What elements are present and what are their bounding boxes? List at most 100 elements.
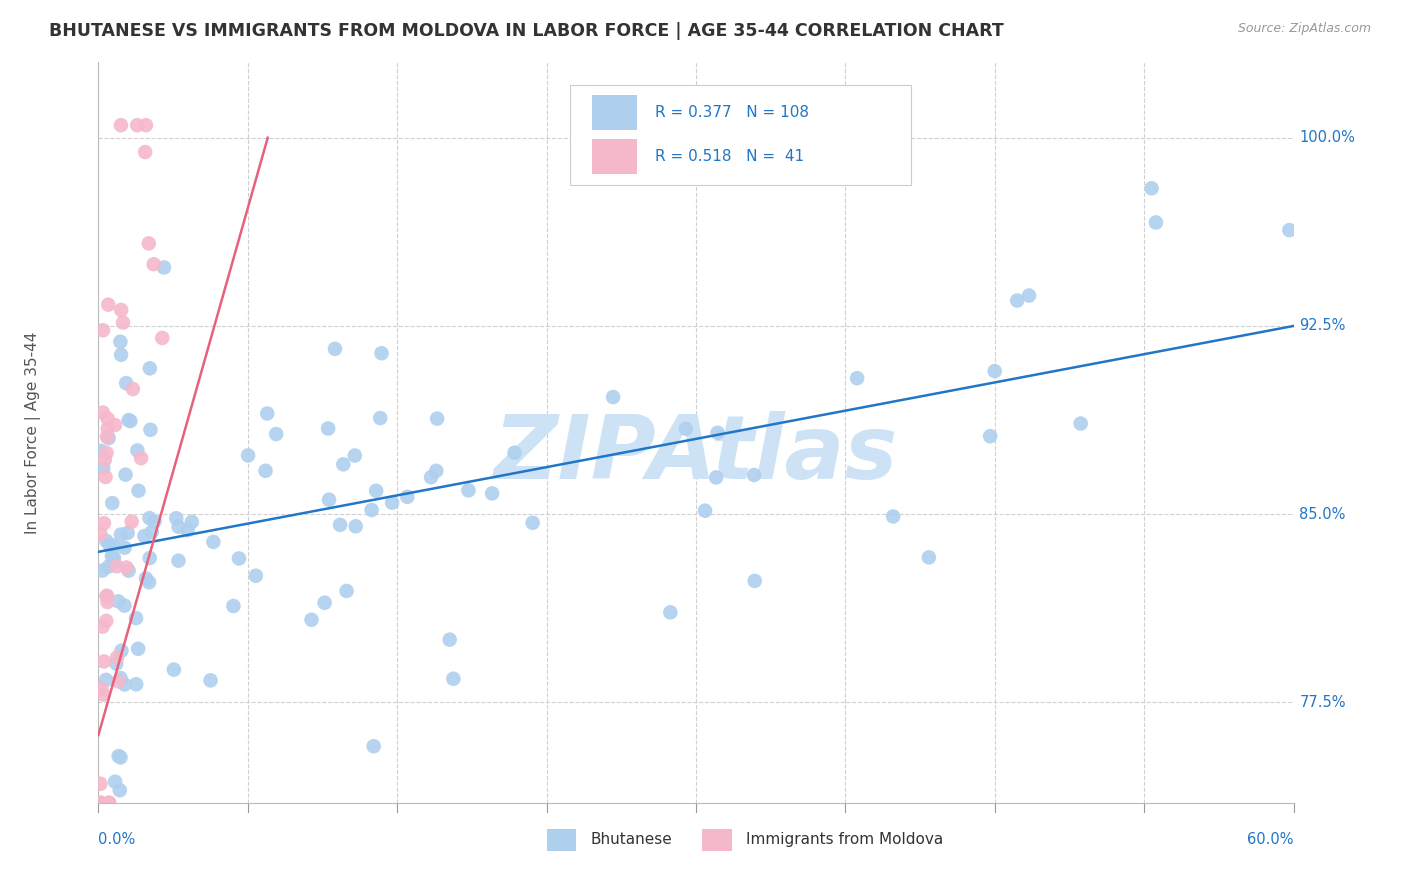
Point <box>105 657 128 671</box>
Text: R = 0.377   N = 108: R = 0.377 N = 108 <box>655 105 810 120</box>
Point <box>91 688 114 702</box>
Point <box>94 452 117 467</box>
Text: Bhutanese: Bhutanese <box>591 832 672 847</box>
Point <box>368 411 391 425</box>
Point <box>370 346 392 360</box>
Point <box>846 371 869 385</box>
Bar <box>547 829 576 851</box>
Point <box>97 796 120 810</box>
Point <box>107 674 129 689</box>
Point <box>420 470 443 484</box>
Text: 85.0%: 85.0% <box>1299 507 1346 522</box>
Point <box>396 490 419 504</box>
Point <box>481 486 503 500</box>
Point <box>96 446 118 460</box>
Point <box>135 118 157 132</box>
Point <box>744 574 766 588</box>
Point <box>200 673 222 688</box>
Point <box>918 550 941 565</box>
Point <box>139 551 162 566</box>
Point <box>163 663 186 677</box>
Point <box>254 464 277 478</box>
Point <box>115 560 138 574</box>
Point <box>457 483 479 498</box>
Bar <box>592 95 637 130</box>
Point <box>360 503 382 517</box>
Point <box>110 644 132 658</box>
Point <box>89 777 111 791</box>
Point <box>1018 288 1040 302</box>
Point <box>245 568 267 582</box>
Point <box>94 470 117 484</box>
Point <box>93 655 115 669</box>
Point <box>91 323 114 337</box>
Text: 60.0%: 60.0% <box>1247 832 1294 847</box>
Point <box>129 451 152 466</box>
Point <box>105 559 128 574</box>
Point <box>93 516 115 531</box>
Point <box>114 677 136 691</box>
Point <box>264 427 287 442</box>
Point <box>1144 215 1167 229</box>
Bar <box>702 829 733 851</box>
Point <box>1070 417 1092 431</box>
Point <box>110 334 132 349</box>
Point <box>704 470 727 484</box>
Point <box>167 554 190 568</box>
Point <box>98 796 121 810</box>
Point <box>103 556 125 570</box>
Point <box>343 449 366 463</box>
Point <box>314 596 336 610</box>
FancyBboxPatch shape <box>571 85 911 185</box>
Text: Source: ZipAtlas.com: Source: ZipAtlas.com <box>1237 22 1371 36</box>
Point <box>167 519 190 533</box>
Point <box>675 422 697 436</box>
Bar <box>592 139 637 174</box>
Point <box>202 535 225 549</box>
Point <box>110 671 132 685</box>
Point <box>97 298 120 312</box>
Point <box>110 348 132 362</box>
Point <box>236 449 259 463</box>
Point <box>150 331 173 345</box>
Point <box>979 429 1001 443</box>
Point <box>602 390 624 404</box>
Point <box>117 525 139 540</box>
Point <box>139 423 162 437</box>
Point <box>441 672 464 686</box>
Text: 100.0%: 100.0% <box>1299 130 1355 145</box>
Point <box>165 511 187 525</box>
Point <box>108 783 131 797</box>
Point <box>104 418 127 433</box>
Point <box>138 236 160 251</box>
Point <box>96 614 118 628</box>
Point <box>425 464 447 478</box>
Point <box>97 431 120 445</box>
Point <box>426 411 449 425</box>
Point <box>114 541 136 555</box>
Point <box>983 364 1005 378</box>
Point <box>706 425 728 440</box>
Point <box>139 361 162 376</box>
Point <box>96 589 118 603</box>
Point <box>138 511 160 525</box>
Point <box>335 584 357 599</box>
Text: 0.0%: 0.0% <box>98 832 135 847</box>
Point <box>114 467 136 482</box>
Point <box>1140 181 1163 195</box>
Point <box>101 549 124 563</box>
Point <box>222 599 245 613</box>
Point <box>117 564 139 578</box>
Point <box>693 504 716 518</box>
Point <box>121 382 143 396</box>
Point <box>134 529 156 543</box>
Point <box>228 551 250 566</box>
Point <box>112 316 135 330</box>
Text: R = 0.518   N =  41: R = 0.518 N = 41 <box>655 149 804 164</box>
Point <box>125 677 148 691</box>
Point <box>138 575 160 590</box>
Point <box>301 613 323 627</box>
Point <box>91 461 114 475</box>
Text: 92.5%: 92.5% <box>1299 318 1346 334</box>
Text: BHUTANESE VS IMMIGRANTS FROM MOLDOVA IN LABOR FORCE | AGE 35-44 CORRELATION CHAR: BHUTANESE VS IMMIGRANTS FROM MOLDOVA IN … <box>49 22 1004 40</box>
